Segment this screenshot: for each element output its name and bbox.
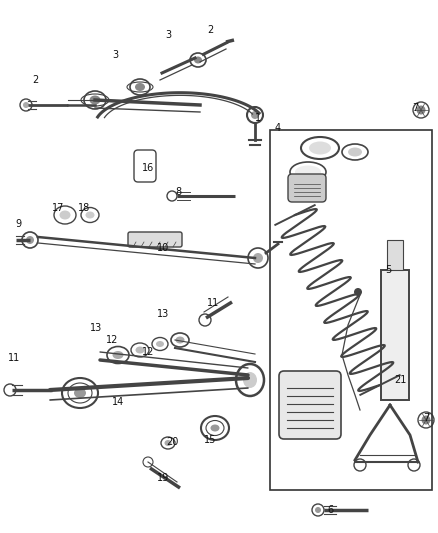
- Bar: [381, 270, 409, 400]
- Bar: [387, 240, 403, 270]
- FancyBboxPatch shape: [279, 371, 341, 439]
- Text: 12: 12: [106, 335, 118, 345]
- Circle shape: [23, 102, 29, 108]
- Text: 4: 4: [275, 123, 281, 133]
- Ellipse shape: [421, 416, 431, 424]
- Text: 7: 7: [423, 413, 429, 423]
- Text: 16: 16: [142, 163, 154, 173]
- Ellipse shape: [295, 166, 321, 179]
- Text: 13: 13: [157, 309, 169, 319]
- Text: 7: 7: [412, 103, 418, 113]
- Circle shape: [253, 253, 263, 263]
- Ellipse shape: [309, 141, 331, 155]
- Text: 10: 10: [157, 243, 169, 253]
- Text: 8: 8: [175, 187, 181, 197]
- Circle shape: [251, 111, 259, 119]
- Ellipse shape: [113, 351, 124, 359]
- Text: 19: 19: [157, 473, 169, 483]
- Ellipse shape: [135, 83, 145, 91]
- Ellipse shape: [211, 424, 219, 432]
- Ellipse shape: [60, 211, 71, 220]
- Text: 1: 1: [255, 113, 261, 123]
- Text: 5: 5: [385, 265, 391, 275]
- Text: 15: 15: [204, 435, 216, 445]
- Ellipse shape: [194, 56, 202, 63]
- Circle shape: [354, 288, 362, 296]
- Circle shape: [315, 507, 321, 513]
- Ellipse shape: [156, 341, 164, 347]
- Ellipse shape: [417, 106, 425, 115]
- Text: 18: 18: [78, 203, 90, 213]
- Text: 11: 11: [8, 353, 20, 363]
- Circle shape: [26, 236, 34, 244]
- Ellipse shape: [165, 440, 172, 446]
- Text: 3: 3: [112, 50, 118, 60]
- Text: 2: 2: [207, 25, 213, 35]
- Text: 3: 3: [165, 30, 171, 40]
- Text: 9: 9: [15, 219, 21, 229]
- FancyBboxPatch shape: [288, 174, 326, 202]
- Ellipse shape: [74, 388, 86, 398]
- Ellipse shape: [243, 372, 257, 388]
- FancyBboxPatch shape: [128, 232, 182, 247]
- Ellipse shape: [135, 346, 145, 353]
- Ellipse shape: [89, 95, 100, 104]
- Text: 12: 12: [142, 347, 154, 357]
- Ellipse shape: [85, 212, 95, 219]
- Text: 21: 21: [394, 375, 406, 385]
- Text: 13: 13: [90, 323, 102, 333]
- Text: 6: 6: [327, 505, 333, 515]
- Ellipse shape: [348, 148, 362, 157]
- Text: 2: 2: [32, 75, 38, 85]
- Text: 14: 14: [112, 397, 124, 407]
- Text: 11: 11: [207, 298, 219, 308]
- Text: 17: 17: [52, 203, 64, 213]
- Ellipse shape: [176, 336, 184, 343]
- Text: 20: 20: [166, 437, 178, 447]
- Bar: [270, 130, 432, 490]
